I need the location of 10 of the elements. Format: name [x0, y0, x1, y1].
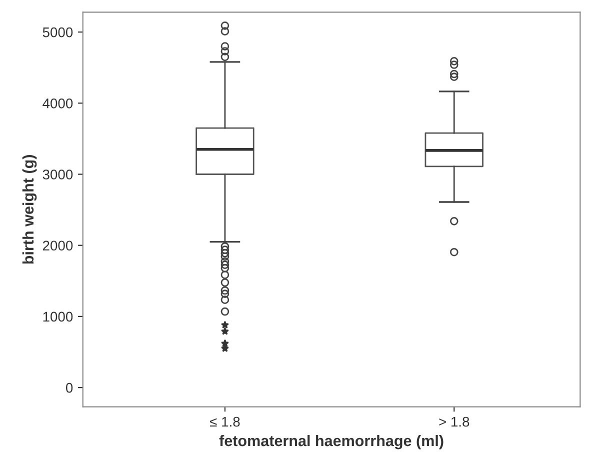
y-tick-label: 1000	[43, 312, 73, 322]
x-tick-label: > 1.8	[439, 416, 470, 427]
y-tick-label: 3000	[42, 170, 73, 180]
y-axis-title: birth weight (g)	[22, 155, 37, 264]
x-axis-title: fetomaternal haemorrhage (ml)	[219, 434, 444, 450]
y-tick-label: 0	[66, 382, 73, 393]
y-tick-label: 5000	[42, 27, 73, 38]
y-tick-label: 4000	[42, 98, 73, 108]
x-tick-label: ≤ 1.8	[210, 416, 240, 427]
y-tick-label: 2000	[42, 240, 73, 251]
